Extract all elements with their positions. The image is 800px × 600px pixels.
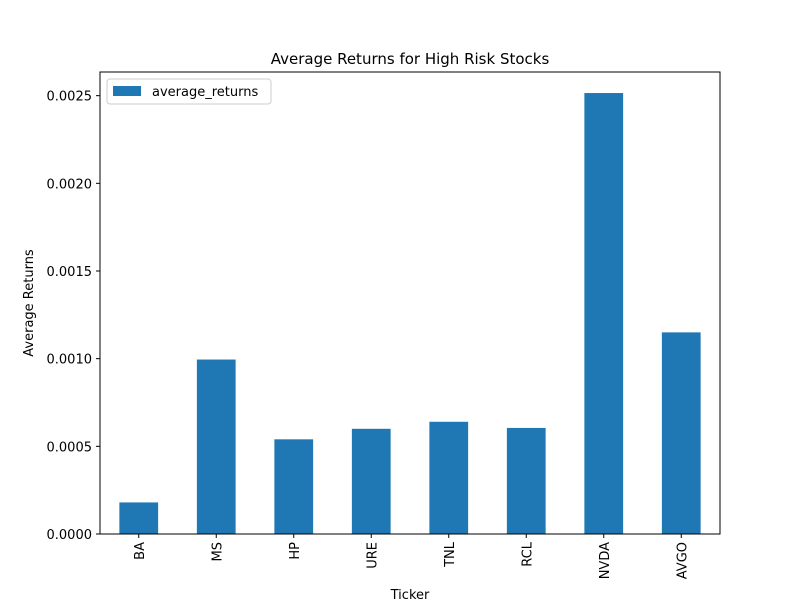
bars-group <box>119 93 701 534</box>
y-tick-label: 0.0025 <box>47 90 93 105</box>
y-tick-label: 0.0010 <box>47 353 93 368</box>
x-axis: BA MS HP URE TNL RCL NVDA AVGO <box>133 534 690 579</box>
bar-ba <box>119 502 159 534</box>
bar-ms <box>196 359 236 534</box>
y-tick-label: 0.0015 <box>47 265 93 280</box>
x-tick-label: RCL <box>520 541 535 566</box>
bar-hp <box>274 439 314 534</box>
legend-box <box>106 78 272 105</box>
x-tick-label: NVDA <box>598 542 613 579</box>
bar-ure <box>351 428 391 534</box>
y-tick-label: 0.0000 <box>47 528 93 543</box>
y-axis-label: Average Returns <box>22 249 37 357</box>
x-tick-label: AVGO <box>675 542 690 579</box>
bar-rcl <box>506 427 546 534</box>
bar-avgo <box>661 332 701 534</box>
x-tick-label: MS <box>210 542 225 561</box>
y-tick-label: 0.0005 <box>47 440 93 455</box>
plot-frame <box>99 71 721 535</box>
bar-nvda <box>584 93 624 534</box>
legend-label: average_returns <box>152 85 258 100</box>
x-tick-label: BA <box>133 542 148 560</box>
legend: average_returns <box>106 78 272 105</box>
x-axis-label: Ticker <box>390 588 430 600</box>
bar-tnl <box>429 421 469 534</box>
y-axis: 0.0000 0.0005 0.0010 0.0015 0.0020 0.0025 <box>47 90 100 543</box>
legend-swatch <box>113 86 141 96</box>
x-tick-label: TNL <box>443 541 458 568</box>
chart-title: Average Returns for High Risk Stocks <box>271 50 550 68</box>
x-tick-label: URE <box>365 542 380 569</box>
x-tick-label: HP <box>288 542 303 560</box>
y-tick-label: 0.0020 <box>47 177 93 192</box>
